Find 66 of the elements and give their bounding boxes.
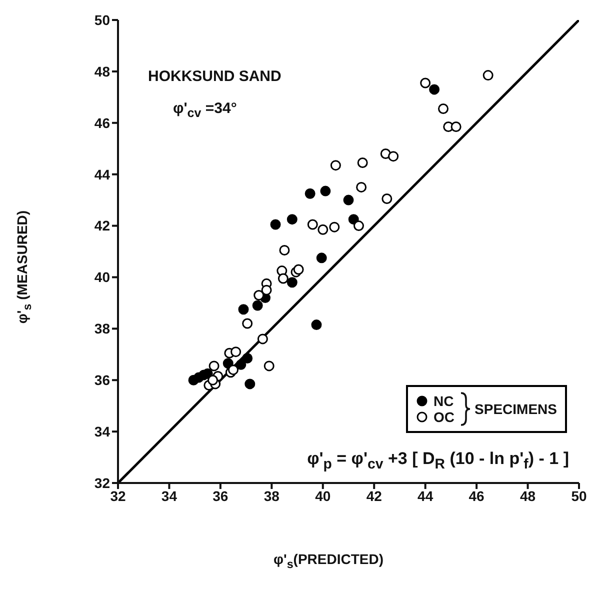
point (330, 160, 341, 171)
annotation: HOKKSUND SAND (148, 68, 282, 85)
point (382, 194, 392, 204)
point (316, 252, 327, 264)
y-tick-label: 44 (94, 166, 110, 182)
point (329, 222, 340, 232)
point (208, 360, 220, 372)
x-tick-label: 36 (212, 488, 228, 504)
point (357, 158, 368, 168)
x-tick-label: 42 (366, 488, 382, 504)
point (228, 364, 238, 376)
point (236, 359, 246, 370)
point (388, 151, 399, 162)
legend-label: NC (434, 392, 454, 409)
y-tick-label: 48 (94, 63, 110, 80)
point (438, 103, 449, 114)
point (420, 78, 431, 88)
point (238, 304, 249, 315)
x-tick-label: 50 (571, 488, 587, 504)
x-axis-title: φ'$_{s}$(PREDICTED) (272, 551, 385, 571)
point (482, 70, 494, 81)
x-tick-label: 40 (315, 488, 331, 504)
y-tick-label: 50 (94, 12, 110, 28)
point (264, 360, 274, 372)
y-tick-label: 34 (94, 424, 110, 440)
legend-label: OC (434, 408, 455, 425)
point (270, 219, 281, 230)
point (356, 182, 367, 192)
point (257, 334, 268, 344)
point (311, 320, 322, 330)
point (261, 284, 272, 296)
point (318, 224, 328, 235)
x-tick-label: 32 (110, 488, 126, 504)
point (208, 374, 218, 386)
point (320, 186, 331, 196)
point (242, 318, 253, 329)
x-tick-label: 46 (468, 488, 485, 504)
point (450, 121, 462, 132)
y-tick-label: 32 (94, 474, 110, 491)
point (293, 264, 304, 275)
annotation: φ'$_{cv}$ =34° (173, 100, 237, 120)
x-tick-label: 34 (161, 488, 178, 504)
point (353, 220, 364, 232)
point (304, 188, 316, 199)
point (230, 346, 242, 358)
point (307, 219, 318, 230)
point (254, 290, 264, 300)
text: φ'$_{p}$ = φ'$_{cv}$ +3 [ D$_{R}$ (10 - ln p'$_{f}$) - 1 ] (307, 448, 569, 472)
y-tick-label: 38 (94, 320, 110, 337)
y-tick-label: 42 (94, 218, 110, 234)
point (242, 352, 253, 364)
x-tick-label: 38 (264, 488, 280, 504)
y-tick-label: 46 (94, 114, 110, 131)
point (286, 277, 298, 288)
y-tick-label: 40 (94, 269, 110, 286)
y-tick-label: 36 (94, 372, 110, 388)
point (279, 244, 290, 256)
point (286, 214, 298, 225)
point (429, 84, 440, 95)
x-tick-label: 48 (520, 488, 536, 504)
x-tick-label: 44 (418, 488, 434, 504)
point (278, 273, 288, 284)
legend-title: SPECIMENS (474, 400, 557, 417)
point (244, 378, 256, 390)
point (343, 194, 354, 206)
point (252, 300, 263, 311)
